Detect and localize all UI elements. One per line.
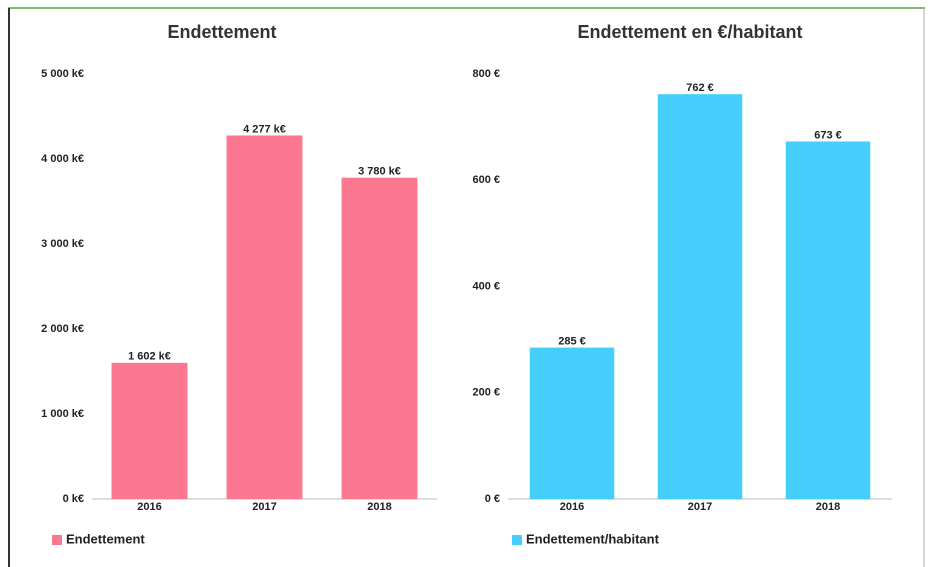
y-tick-label: 2 000 k€: [41, 323, 84, 335]
data-label: 3 780 k€: [358, 166, 401, 178]
x-tick-label: 2016: [560, 501, 584, 513]
bar: [341, 177, 418, 499]
y-tick-label: 0 €: [485, 493, 500, 505]
x-tick-label: 2017: [688, 501, 712, 513]
x-tick-label: 2018: [367, 501, 391, 513]
data-label: 1 602 k€: [128, 351, 171, 363]
y-tick-label: 600 €: [472, 174, 500, 186]
x-tick-label: 2017: [252, 501, 276, 513]
bar: [785, 141, 871, 499]
y-tick-label: 1 000 k€: [41, 408, 84, 420]
data-label: 4 277 k€: [243, 123, 286, 135]
y-tick-label: 200 €: [472, 387, 500, 399]
bar: [529, 347, 615, 499]
data-label: 285 €: [558, 336, 586, 348]
chart-title: Endettement: [167, 22, 276, 42]
bar: [111, 362, 188, 499]
y-tick-label: 5 000 k€: [41, 68, 84, 80]
y-tick-label: 400 €: [472, 280, 500, 292]
y-tick-label: 4 000 k€: [41, 153, 84, 165]
chart-title: Endettement en €/habitant: [577, 22, 802, 42]
legend-swatch: [512, 535, 522, 545]
x-tick-label: 2016: [137, 501, 161, 513]
legend-label: Endettement/habitant: [526, 531, 660, 546]
legend-swatch: [52, 535, 62, 545]
bar: [226, 135, 303, 499]
data-label: 762 €: [686, 82, 714, 94]
y-tick-label: 0 k€: [63, 493, 84, 505]
y-tick-label: 3 000 k€: [41, 238, 84, 250]
bar: [657, 94, 743, 499]
data-label: 673 €: [814, 129, 842, 141]
legend-label: Endettement: [66, 531, 145, 546]
x-tick-label: 2018: [816, 501, 840, 513]
y-tick-label: 800 €: [472, 68, 500, 80]
